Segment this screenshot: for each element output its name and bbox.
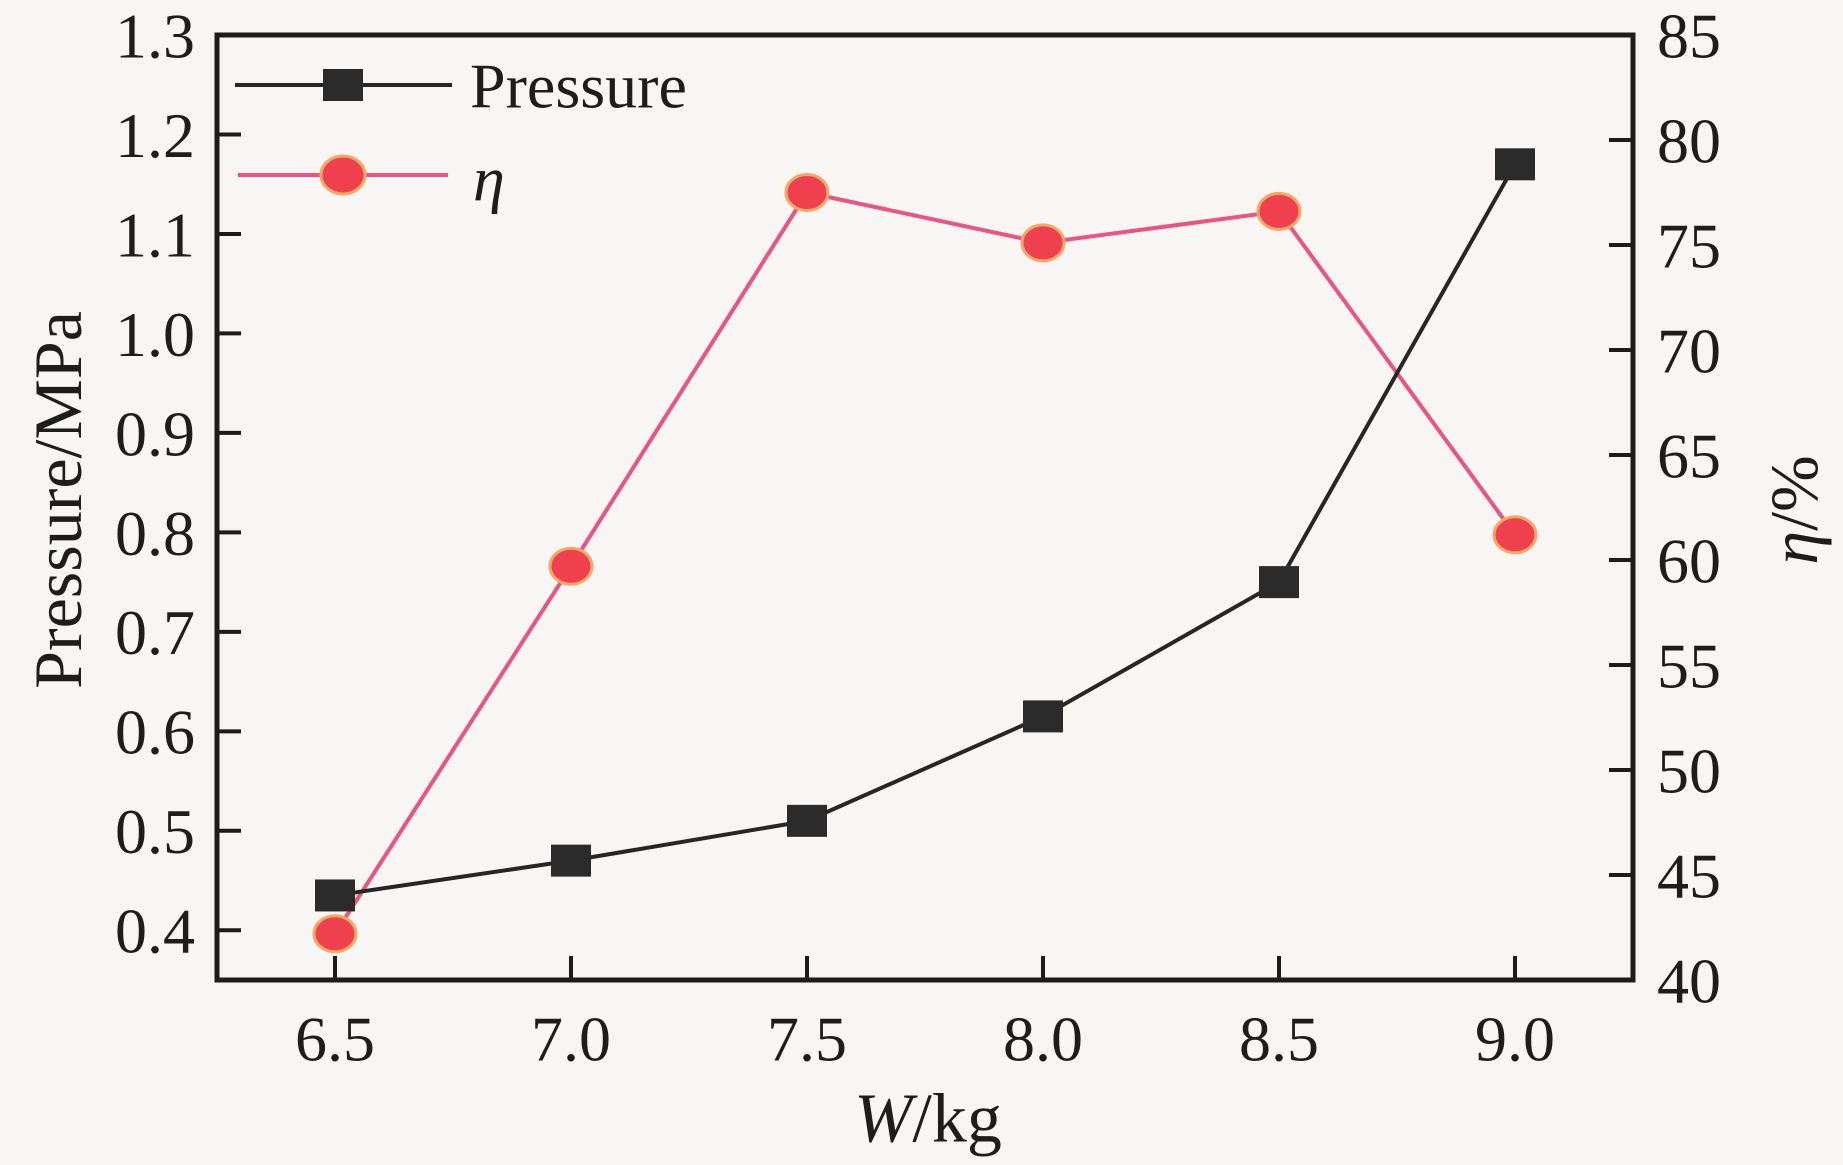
x-axis-title-segment: W (854, 1081, 918, 1158)
x-axis-tick-label-segment: 8.0 (1003, 1003, 1083, 1074)
eta-series-marker (1020, 223, 1066, 263)
y-right-tick-label-segment: 40 (1657, 945, 1721, 1016)
y-right-tick-label-segment: 50 (1657, 735, 1721, 806)
pressure-series-marker (787, 804, 827, 837)
y-left-tick-label: 1.2 (115, 100, 195, 171)
legend-pressure-label: Pressure (470, 50, 687, 121)
y-right-tick-label-segment: 80 (1657, 105, 1721, 176)
y-left-tick-label-segment: 0.7 (115, 597, 195, 668)
eta-series-marker (548, 546, 594, 586)
y-left-tick-label: 0.6 (115, 697, 195, 768)
y-right-tick-label-segment: 70 (1657, 315, 1721, 386)
y-right-tick-label-segment: 55 (1657, 630, 1721, 701)
y-right-tick-label: 85 (1657, 0, 1721, 71)
eta-series-line (333, 190, 1517, 935)
pressure-series-marker (1023, 700, 1063, 733)
y-left-tick-label-segment: 0.6 (115, 697, 195, 768)
x-axis-tick-label-segment: 7.0 (531, 1003, 611, 1074)
x-axis-tick-label-segment: 6.5 (295, 1003, 375, 1074)
x-axis-tick-label: 6.5 (295, 1003, 375, 1074)
y-left-tick-label-segment: 0.8 (115, 498, 195, 569)
y-right-tick-label: 50 (1657, 735, 1721, 806)
pressure-series-marker (1259, 566, 1299, 599)
pressure-series-marker (1495, 148, 1535, 181)
y-right-axis-title-segment: /% (1756, 455, 1832, 531)
y-left-tick-label-segment: 0.5 (115, 796, 195, 867)
y-left-tick-label: 0.4 (115, 896, 195, 967)
pressure-series-marker (315, 879, 355, 912)
y-right-tick-label-segment: 60 (1657, 525, 1721, 596)
x-axis-tick-label: 7.0 (531, 1003, 611, 1074)
y-right-tick-label: 65 (1657, 420, 1721, 491)
y-right-tick-label: 60 (1657, 525, 1721, 596)
y-left-tick-label: 0.5 (115, 796, 195, 867)
y-right-tick-label-segment: 45 (1657, 840, 1721, 911)
y-left-tick-label-segment: 1.0 (115, 299, 195, 370)
legend-eta-label-segment: η (473, 143, 505, 214)
y-left-tick-label: 1.3 (115, 0, 195, 71)
x-axis-title: W/kg (854, 1081, 1002, 1158)
y-right-tick-label: 70 (1657, 315, 1721, 386)
legend-eta-label: η (473, 143, 505, 214)
y-left-tick-label-segment: 1.2 (115, 100, 195, 171)
y-right-tick-label-segment: 65 (1657, 420, 1721, 491)
y-right-axis-title: η/% (1756, 455, 1832, 564)
x-axis-tick-label-segment: 7.5 (767, 1003, 847, 1074)
y-left-tick-label-segment: 0.4 (115, 896, 195, 967)
y-right-tick-label: 40 (1657, 945, 1721, 1016)
x-axis-tick-label: 7.5 (767, 1003, 847, 1074)
legend-pressure-marker-swatch (323, 69, 363, 101)
y-left-tick-label: 0.7 (115, 597, 195, 668)
y-left-axis-title-segment: Pressure/MPa (20, 311, 96, 689)
y-left-axis-title: Pressure/MPa (20, 311, 96, 689)
y-right-tick-label: 80 (1657, 105, 1721, 176)
eta-series-marker (1492, 515, 1538, 555)
y-right-tick-label-segment: 85 (1657, 0, 1721, 71)
pressure-series-line (334, 163, 1517, 898)
y-left-tick-label-segment: 1.1 (115, 199, 195, 270)
pressure-series-marker (551, 844, 591, 877)
eta-series-marker (1256, 191, 1302, 231)
y-left-tick-label: 1.0 (115, 299, 195, 370)
x-axis-tick-label: 9.0 (1475, 1003, 1555, 1074)
y-left-tick-label: 0.9 (115, 398, 195, 469)
y-right-tick-label-segment: 75 (1657, 210, 1721, 281)
x-axis-title-segment: /kg (912, 1081, 1001, 1158)
y-right-tick-label: 55 (1657, 630, 1721, 701)
x-axis-tick-label: 8.5 (1239, 1003, 1319, 1074)
legend-pressure-label-segment: Pressure (470, 50, 687, 121)
y-right-tick-label: 75 (1657, 210, 1721, 281)
y-left-tick-label-segment: 1.3 (115, 0, 195, 71)
x-axis-tick-label-segment: 8.5 (1239, 1003, 1319, 1074)
y-right-tick-label: 45 (1657, 840, 1721, 911)
y-left-tick-label: 1.1 (115, 199, 195, 270)
eta-series-marker (784, 173, 830, 212)
y-right-axis-title-segment: η (1756, 531, 1832, 565)
plot-frame (214, 32, 1636, 983)
y-left-tick-label: 0.8 (115, 498, 195, 569)
legend-eta-marker-swatch (319, 154, 367, 196)
y-left-tick-label-segment: 0.9 (115, 398, 195, 469)
x-axis-tick-label-segment: 9.0 (1475, 1003, 1555, 1074)
eta-series-marker (312, 914, 358, 954)
x-axis-tick-label: 8.0 (1003, 1003, 1083, 1074)
